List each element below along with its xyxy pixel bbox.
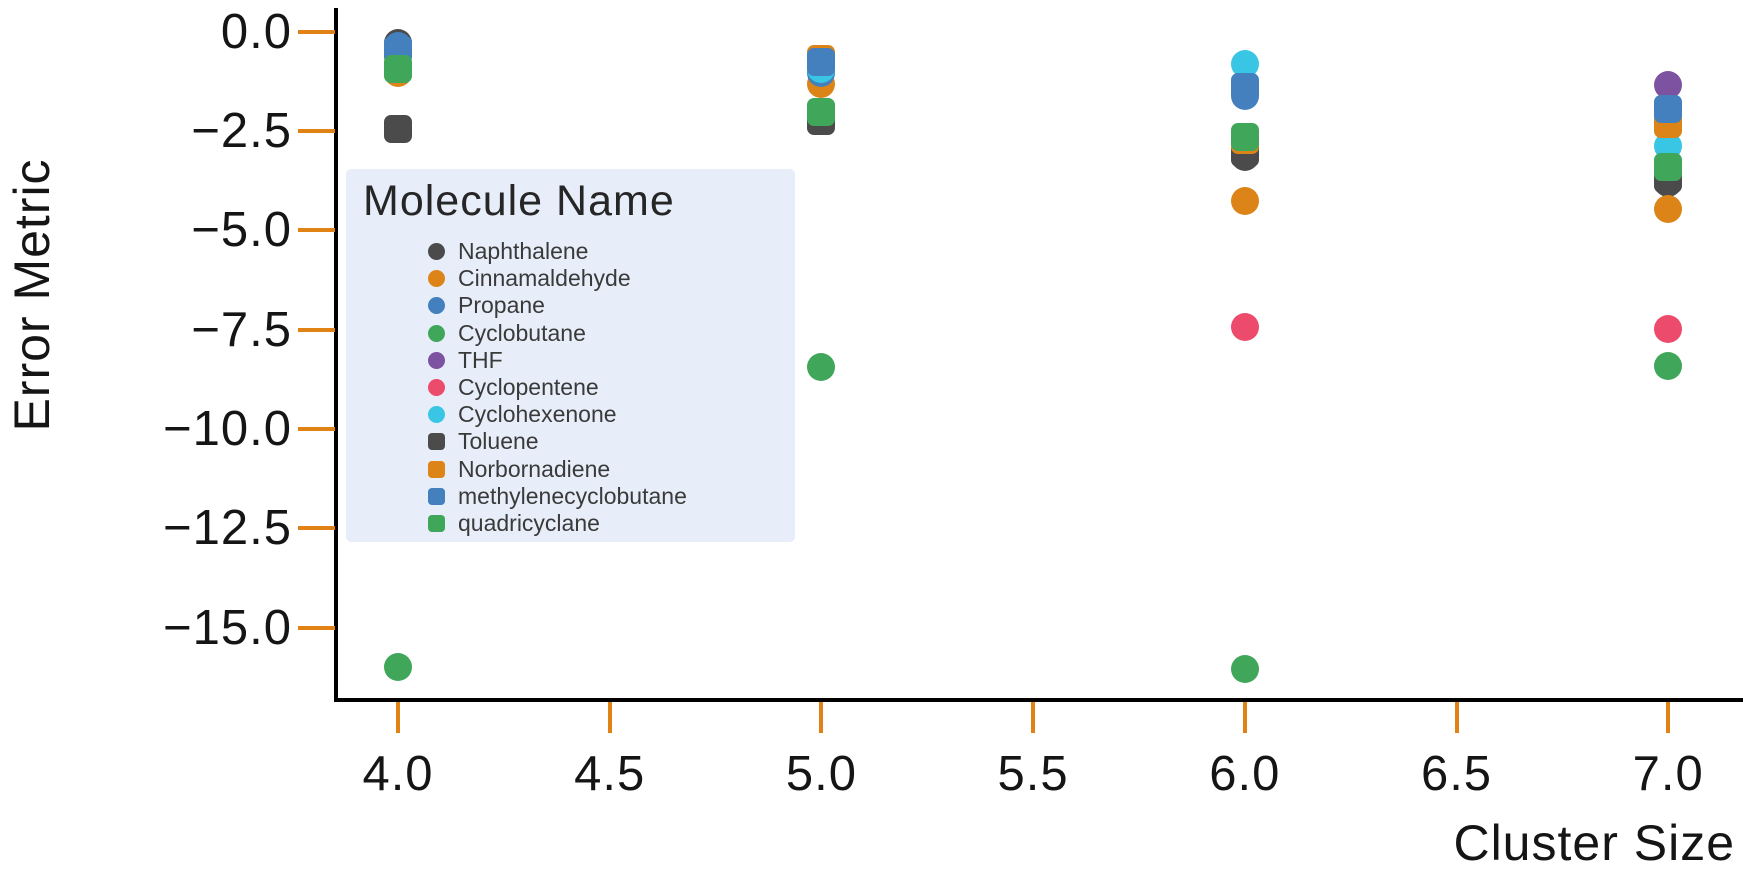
legend-item-label: Cinnamaldehyde	[458, 265, 631, 292]
x-tick-label: 4.5	[574, 747, 646, 801]
scatter-point-cinnamaldehyde	[1230, 186, 1259, 215]
legend-item-label: THF	[458, 346, 503, 373]
x-tick-label: 4.0	[362, 747, 434, 801]
legend-marker-methylenecyclobutane	[428, 487, 445, 505]
x-axis-label: Cluster Size	[1453, 815, 1735, 871]
y-tick	[298, 228, 335, 233]
scatter-point-cyclobutane	[1654, 352, 1683, 381]
y-tick	[298, 625, 335, 630]
x-tick-label: 6.0	[1209, 747, 1281, 801]
legend-marker-cyclobutane	[428, 324, 445, 342]
scatter-point-methylenecyclobutane	[1654, 95, 1683, 124]
y-tick-label: −12.5	[163, 501, 292, 556]
scatter-point-cyclopentene	[1230, 312, 1259, 341]
scatter-point-cyclobutane	[384, 653, 412, 682]
x-tick	[607, 702, 612, 733]
legend-item: Toluene	[346, 428, 795, 455]
legend-item: methylenecyclobutane	[346, 483, 795, 510]
x-tick	[1454, 702, 1459, 733]
legend-item: Cyclobutane	[346, 320, 795, 347]
legend-item-label: Norbornadiene	[458, 455, 611, 482]
y-tick	[298, 327, 335, 332]
legend-item-label: quadricyclane	[458, 510, 600, 536]
legend-item: quadricyclane	[346, 510, 795, 537]
x-tick-label: 5.5	[997, 747, 1069, 801]
scatter-point-quadricyclane	[807, 97, 836, 126]
legend-marker-cyclohexenone	[428, 406, 445, 424]
legend-item-label: methylenecyclobutane	[458, 482, 687, 509]
legend-title: Molecule Name	[363, 177, 675, 225]
x-axis-spine	[334, 698, 1743, 702]
legend-item-label: Cyclopentene	[458, 374, 599, 400]
legend-item: Cyclopentene	[346, 374, 795, 401]
scatter-point-quadricyclane	[384, 55, 412, 84]
y-tick-label: −5.0	[191, 203, 292, 258]
scatter-point-methylenecyclobutane	[807, 47, 836, 76]
x-tick	[819, 702, 824, 733]
x-tick	[1242, 702, 1247, 733]
legend-item: THF	[346, 347, 795, 374]
legend-item-label: Propane	[458, 292, 545, 319]
legend-marker-cinnamaldehyde	[428, 270, 445, 288]
legend-item: Propane	[346, 292, 795, 319]
y-tick	[298, 526, 335, 531]
legend-item: Cinnamaldehyde	[346, 265, 795, 292]
scatter-point-methylenecyclobutane	[1230, 72, 1259, 101]
x-tick-label: 5.0	[785, 747, 857, 801]
legend-marker-thf	[428, 351, 445, 369]
legend-item-label: Cyclobutane	[458, 319, 586, 346]
scatter-point-toluene	[384, 115, 412, 144]
y-tick-label: −2.5	[191, 104, 292, 159]
legend-marker-cyclopentene	[428, 379, 445, 396]
legend-marker-norbornadiene	[428, 460, 445, 478]
legend-item-label: Naphthalene	[458, 238, 589, 264]
scatter-point-cyclobutane	[807, 353, 836, 382]
legend-item: Norbornadiene	[346, 456, 795, 483]
legend-marker-toluene	[428, 433, 445, 451]
x-tick	[1666, 702, 1671, 733]
scatter-point-thf	[1654, 70, 1683, 99]
legend-marker-naphthalene	[428, 243, 445, 260]
y-tick	[298, 427, 335, 431]
legend-marker-quadricyclane	[428, 515, 445, 532]
y-tick	[298, 29, 335, 34]
legend-item-label: Toluene	[458, 428, 539, 455]
y-tick	[298, 129, 335, 134]
y-tick-label: 0.0	[220, 4, 292, 59]
x-tick-label: 6.5	[1420, 747, 1493, 801]
scatter-point-quadricyclane	[1654, 153, 1683, 182]
x-tick-label: 7.0	[1632, 747, 1704, 801]
x-tick	[1031, 702, 1036, 733]
legend-item-label: Cyclohexenone	[458, 401, 617, 428]
scatter-point-cyclobutane	[1230, 655, 1259, 684]
legend-marker-propane	[428, 297, 445, 315]
legend: Molecule Name Naphthalene Cinnamaldehyde P…	[346, 169, 795, 542]
scatter-point-cinnamaldehyde	[1654, 195, 1683, 224]
legend-item: Cyclohexenone	[346, 401, 795, 428]
y-axis-spine	[334, 8, 338, 702]
scatter-point-cyclopentene	[1654, 315, 1683, 344]
y-tick-label: −10.0	[163, 402, 292, 456]
y-tick-label: −7.5	[191, 302, 292, 357]
x-tick	[396, 702, 400, 733]
scatter-point-quadricyclane	[1230, 122, 1259, 151]
y-tick-label: −15.0	[163, 600, 292, 655]
legend-item: Naphthalene	[346, 238, 795, 265]
